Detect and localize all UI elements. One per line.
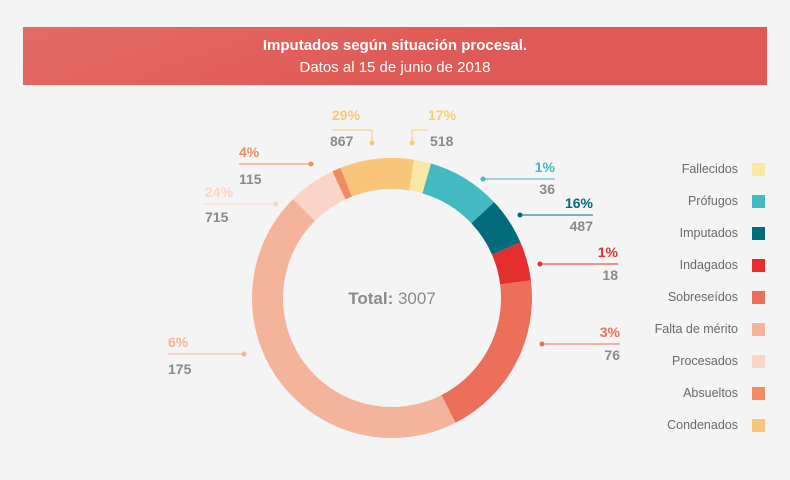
percent-label-indagados: 1%: [598, 244, 619, 260]
legend-swatch-imputados: [752, 227, 765, 240]
total-label: Total: 3007: [348, 289, 436, 308]
legend-label-imputados: Imputados: [680, 226, 738, 240]
banner-shade: [23, 27, 767, 85]
slice-profugos: [422, 163, 495, 224]
leader-line-condenados: [332, 129, 373, 143]
leader-dot-sobreseidos: [539, 341, 545, 347]
value-label-condenados: 867: [330, 133, 354, 149]
percent-label-condenados: 29%: [332, 107, 361, 123]
leader-dot-profugos: [480, 176, 486, 182]
slice-indagados: [492, 242, 531, 285]
legend-swatch-indagados: [752, 259, 765, 272]
value-label-imputados: 487: [570, 218, 594, 234]
leader-dot-fallecidos: [409, 140, 415, 146]
slice-procesados: [293, 171, 346, 221]
percent-label-sobreseidos: 3%: [600, 324, 621, 340]
donut-slices: [252, 158, 532, 439]
chart-title: Imputados según situación procesal.: [262, 37, 528, 54]
leader-line-fallecidos: [411, 129, 428, 143]
legend-swatch-falta-de-merito: [752, 323, 765, 336]
percent-label-falta-de-merito: 6%: [168, 334, 189, 350]
legend-label-fallecidos: Fallecidos: [682, 162, 738, 176]
slice-absueltos: [332, 167, 352, 200]
leader-dot-imputados: [517, 212, 523, 218]
value-label-fallecidos: 518: [430, 133, 454, 149]
value-label-profugos: 36: [539, 181, 555, 197]
legend: Fallecidos Prófugos Imputados Indagados Sobr…: [655, 162, 765, 432]
legend-label-absueltos: Absueltos: [683, 386, 738, 400]
legend-label-indagados: Indagados: [680, 258, 738, 272]
legend-swatch-fallecidos: [752, 163, 765, 176]
percent-label-fallecidos: 17%: [428, 107, 457, 123]
value-label-sobreseidos: 76: [604, 347, 620, 363]
legend-label-condenados: Condenados: [667, 418, 738, 432]
legend-swatch-sobreseidos: [752, 291, 765, 304]
slice-callouts: 17%5181%3616%4871%183%766%17524%7154%115…: [168, 107, 621, 377]
chart-subtitle: Datos al 15 de junio de 2018: [299, 59, 491, 76]
slice-imputados: [471, 202, 521, 255]
legend-swatch-procesados: [752, 355, 765, 368]
legend-swatch-absueltos: [752, 387, 765, 400]
leader-dot-absueltos: [308, 161, 314, 167]
percent-label-imputados: 16%: [565, 195, 594, 211]
value-label-procesados: 715: [205, 209, 229, 225]
percent-label-absueltos: 4%: [239, 144, 260, 160]
slice-sobreseidos: [441, 280, 532, 423]
leader-dot-condenados: [369, 140, 375, 146]
legend-label-sobreseidos: Sobreseídos: [668, 290, 738, 304]
value-label-falta-de-merito: 175: [168, 361, 192, 377]
percent-label-profugos: 1%: [535, 159, 556, 175]
legend-label-falta-de-merito: Falta de mérito: [655, 322, 738, 336]
leader-dot-indagados: [537, 261, 543, 267]
total-value: 3007: [398, 289, 436, 308]
percent-label-procesados: 24%: [205, 184, 234, 200]
legend-label-profugos: Prófugos: [688, 194, 738, 208]
total-key: Total:: [348, 289, 398, 308]
leader-dot-falta-de-merito: [241, 351, 247, 357]
legend-swatch-profugos: [752, 195, 765, 208]
legend-label-procesados: Procesados: [672, 354, 738, 368]
value-label-absueltos: 115: [239, 171, 262, 187]
title-banner: Imputados según situación procesal. Dato…: [23, 27, 767, 85]
value-label-indagados: 18: [602, 267, 618, 283]
slice-falta-de-merito: [252, 199, 456, 439]
leader-dot-procesados: [273, 201, 279, 207]
legend-swatch-condenados: [752, 419, 765, 432]
slice-condenados: [340, 158, 414, 197]
